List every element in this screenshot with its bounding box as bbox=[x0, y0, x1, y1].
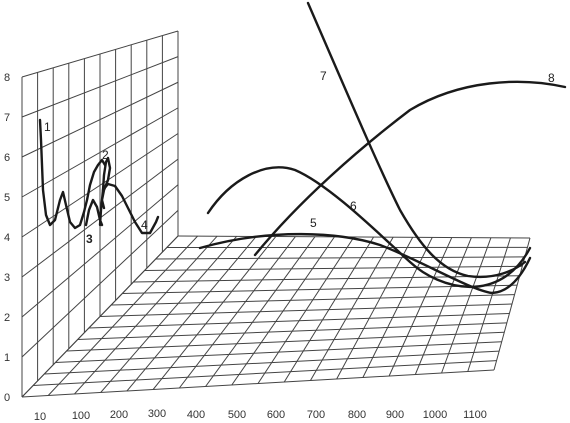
floor-grid-depth bbox=[283, 236, 374, 383]
wall-grid-horizontal bbox=[21, 184, 179, 318]
curve-3-line bbox=[98, 156, 112, 227]
curve-label: 2 bbox=[102, 148, 109, 162]
floor-grid-depth bbox=[205, 236, 316, 387]
floor-x-axis-ticks: 10 100 200 300 400 500 600 700 800 900 1000 1100 bbox=[34, 408, 487, 423]
curve-label: 8 bbox=[548, 71, 555, 85]
curve-label: 6 bbox=[350, 199, 357, 213]
x-tick-label: 600 bbox=[267, 409, 285, 421]
floor-grid-depth bbox=[126, 236, 257, 392]
x-tick-label: 100 bbox=[72, 410, 90, 422]
y-tick-label: 8 bbox=[4, 72, 10, 84]
curve-6-line bbox=[206, 166, 532, 288]
curve-5-line bbox=[198, 232, 532, 295]
floor-grid-depth bbox=[362, 237, 433, 378]
floor-grid-depth bbox=[257, 236, 355, 384]
wall-grid-horizontal bbox=[21, 56, 179, 118]
floor-grid-depth bbox=[47, 235, 198, 396]
x-tick-label: 400 bbox=[187, 409, 205, 421]
floor-grid-depth bbox=[178, 236, 296, 389]
curves-layer bbox=[38, 1, 567, 295]
floor-grid-depth bbox=[493, 237, 531, 371]
y-tick-label: 5 bbox=[4, 192, 10, 204]
floor-grid-depth bbox=[21, 235, 179, 398]
x-tick-label: 800 bbox=[348, 409, 366, 421]
curve-label: 1 bbox=[44, 120, 51, 134]
x-tick-label: 900 bbox=[386, 409, 404, 421]
wall-grid-horizontal bbox=[21, 210, 179, 358]
x-tick-label: 700 bbox=[307, 409, 325, 421]
y-tick-label: 3 bbox=[4, 272, 10, 284]
floor-grid-depth bbox=[231, 236, 335, 386]
floor-grid-depth bbox=[467, 237, 511, 372]
x-tick-label: 500 bbox=[228, 409, 246, 421]
y-tick-label: 2 bbox=[4, 312, 10, 324]
x-tick-label: 10 bbox=[34, 411, 46, 423]
curve-label: 4 bbox=[141, 218, 148, 232]
floor-grid-depth bbox=[310, 236, 394, 381]
curve-label: 7 bbox=[320, 69, 327, 83]
curve-labels-layer: 1 2 3 4 5 6 7 8 bbox=[44, 69, 555, 246]
floor-grid-depth bbox=[336, 237, 414, 380]
floor-grid bbox=[21, 235, 531, 398]
wall-grid-horizontal bbox=[21, 81, 179, 158]
curve-label: 5 bbox=[310, 216, 317, 230]
curve-1-line bbox=[38, 118, 107, 230]
floor-grid-depth bbox=[414, 237, 472, 375]
wall-y-axis-ticks: 0 1 2 3 4 5 6 7 8 bbox=[4, 72, 10, 404]
wall-grid-horizontal bbox=[21, 30, 179, 78]
x-tick-label: 200 bbox=[110, 409, 128, 421]
floor-grid-depth bbox=[441, 237, 492, 374]
curve-label: 3 bbox=[86, 232, 93, 246]
floor-grid-depth bbox=[100, 236, 238, 393]
wall-grid-horizontal bbox=[21, 107, 179, 198]
curve-7-line bbox=[306, 1, 527, 279]
x-tick-label: 1000 bbox=[423, 409, 447, 421]
y-tick-label: 4 bbox=[4, 232, 10, 244]
x-tick-label: 1100 bbox=[463, 409, 487, 421]
floor-grid-depth bbox=[388, 237, 453, 377]
x-tick-label: 300 bbox=[148, 408, 166, 420]
y-tick-label: 7 bbox=[4, 112, 10, 124]
floor-grid-depth bbox=[152, 236, 277, 390]
y-tick-label: 1 bbox=[4, 352, 10, 364]
curve-8-line bbox=[253, 80, 567, 257]
y-tick-label: 6 bbox=[4, 152, 10, 164]
y-tick-label: 0 bbox=[4, 392, 10, 404]
curve-4-line bbox=[101, 182, 160, 235]
floor-grid-depth bbox=[74, 235, 218, 395]
